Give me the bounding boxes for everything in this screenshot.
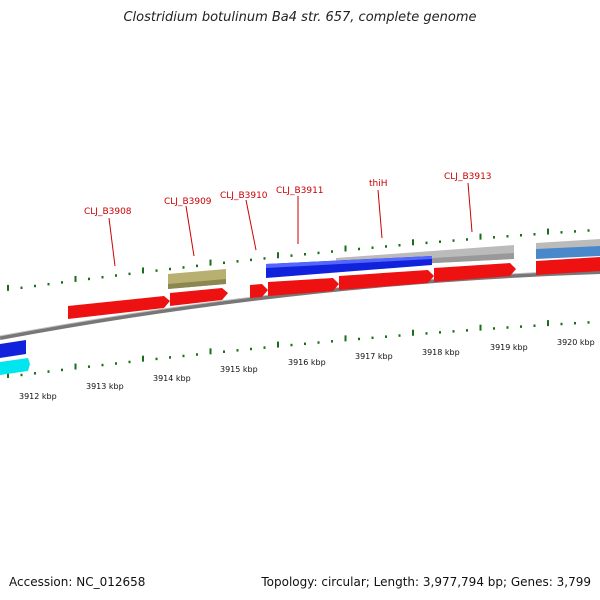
red-cds-arrows: [68, 257, 600, 319]
cds-blue-left[interactable]: [0, 340, 26, 358]
gene-labels: CLJ_B3908 CLJ_B3909 CLJ_B3910 CLJ_B3911 …: [84, 172, 492, 217]
gene-leaders: [108, 182, 473, 267]
cds-red-6[interactable]: [434, 263, 516, 282]
kbp-label: 3920 kbp: [557, 338, 595, 347]
kbp-label: 3914 kbp: [153, 374, 191, 383]
cds-steelblue-right[interactable]: [536, 246, 600, 259]
gene-label[interactable]: CLJ_B3911: [276, 186, 324, 196]
cds-olive-shade: [168, 279, 226, 289]
kbp-labels: 3912 kbp 3913 kbp 3914 kbp 3915 kbp 3916…: [19, 338, 595, 401]
cds-red-3[interactable]: [250, 284, 268, 298]
kbp-label: 3916 kbp: [288, 358, 326, 367]
kbp-label: 3918 kbp: [422, 348, 460, 357]
gene-label[interactable]: thiH: [369, 179, 388, 189]
cds-blue-long-light: [266, 256, 432, 268]
cds-red-2[interactable]: [170, 288, 228, 306]
gene-label[interactable]: CLJ_B3913: [444, 172, 492, 182]
gene-label[interactable]: CLJ_B3908: [84, 207, 132, 217]
tick-ring-upper: [7, 228, 590, 291]
kbp-label: 3919 kbp: [490, 343, 528, 352]
cds-red-right[interactable]: [536, 257, 600, 275]
cds-red-5[interactable]: [339, 270, 434, 290]
gene-label[interactable]: CLJ_B3910: [220, 191, 268, 201]
cds-blue-long[interactable]: [266, 256, 432, 278]
genome-summary-text: Topology: circular; Length: 3,977,794 bp…: [261, 575, 591, 589]
leader-CLJ_B3909: [185, 205, 195, 257]
leader-thiH: [377, 189, 383, 239]
genome-title: Clostridium botulinum Ba4 str. 657, comp…: [123, 10, 477, 25]
gene-label[interactable]: CLJ_B3909: [164, 197, 212, 207]
kbp-label: 3915 kbp: [220, 365, 258, 374]
cds-red-1[interactable]: [68, 296, 170, 319]
leader-CLJ_B3908: [108, 217, 116, 267]
accession-text: Accession: NC_012658: [9, 575, 146, 589]
leader-CLJ_B3913: [467, 182, 473, 233]
left-edge-features: [0, 340, 30, 375]
leader-CLJ_B3910: [245, 199, 257, 251]
cds-cyan-left[interactable]: [0, 358, 30, 375]
forward-strand-features: [168, 239, 600, 289]
tick-ring-lower: [7, 320, 590, 378]
kbp-label: 3917 kbp: [355, 352, 393, 361]
kbp-label: 3912 kbp: [19, 392, 57, 401]
cds-red-4[interactable]: [268, 278, 339, 296]
kbp-label: 3913 kbp: [86, 382, 124, 391]
